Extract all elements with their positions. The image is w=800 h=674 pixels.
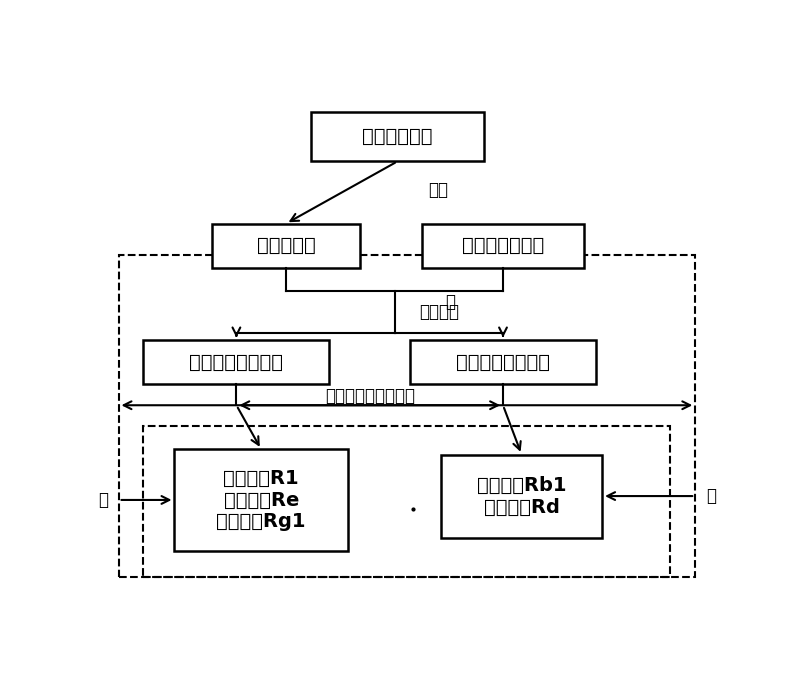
Text: 人参皂苷Rb1
人参皂苷Rd: 人参皂苷Rb1 人参皂苷Rd: [477, 476, 566, 516]
Bar: [143, 340, 330, 384]
Bar: [174, 450, 348, 551]
Text: 市售三七总皂苷: 市售三七总皂苷: [462, 236, 544, 255]
Text: 或: 或: [446, 293, 455, 311]
Bar: [118, 255, 695, 576]
Bar: [211, 224, 360, 268]
Text: 三七提取物: 三七提取物: [257, 236, 315, 255]
Bar: [410, 340, 596, 384]
Text: 原人参三醇型皂苷: 原人参三醇型皂苷: [190, 353, 283, 372]
Bar: [422, 224, 584, 268]
Bar: [310, 112, 485, 161]
Text: 三七药材粉末: 三七药材粉末: [362, 127, 433, 146]
Text: 大孔树脂: 大孔树脂: [419, 303, 459, 321]
Text: 原人参二醇型皂苷: 原人参二醇型皂苷: [456, 353, 550, 372]
Bar: [143, 426, 670, 576]
Text: 制备型反相高效液相: 制备型反相高效液相: [325, 387, 414, 405]
Text: 三七皂苷R1
人参皂苷Re
人参皂苷Rg1: 三七皂苷R1 人参皂苷Re 人参皂苷Rg1: [217, 468, 306, 532]
Text: 或: 或: [706, 487, 716, 505]
Bar: [441, 454, 602, 538]
Text: 或: 或: [98, 491, 108, 509]
Text: 提取: 提取: [429, 181, 449, 199]
